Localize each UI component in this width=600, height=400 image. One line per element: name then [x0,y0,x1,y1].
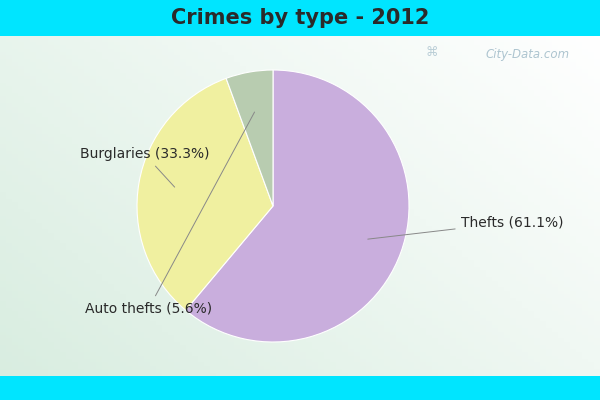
Wedge shape [226,70,273,206]
Text: Burglaries (33.3%): Burglaries (33.3%) [80,147,209,187]
Text: Crimes by type - 2012: Crimes by type - 2012 [171,8,429,28]
Wedge shape [137,78,273,310]
Text: Thefts (61.1%): Thefts (61.1%) [368,215,563,239]
Text: ⌘: ⌘ [425,46,438,59]
Text: City-Data.com: City-Data.com [486,48,570,61]
Wedge shape [185,70,409,342]
Text: Auto thefts (5.6%): Auto thefts (5.6%) [85,112,254,315]
